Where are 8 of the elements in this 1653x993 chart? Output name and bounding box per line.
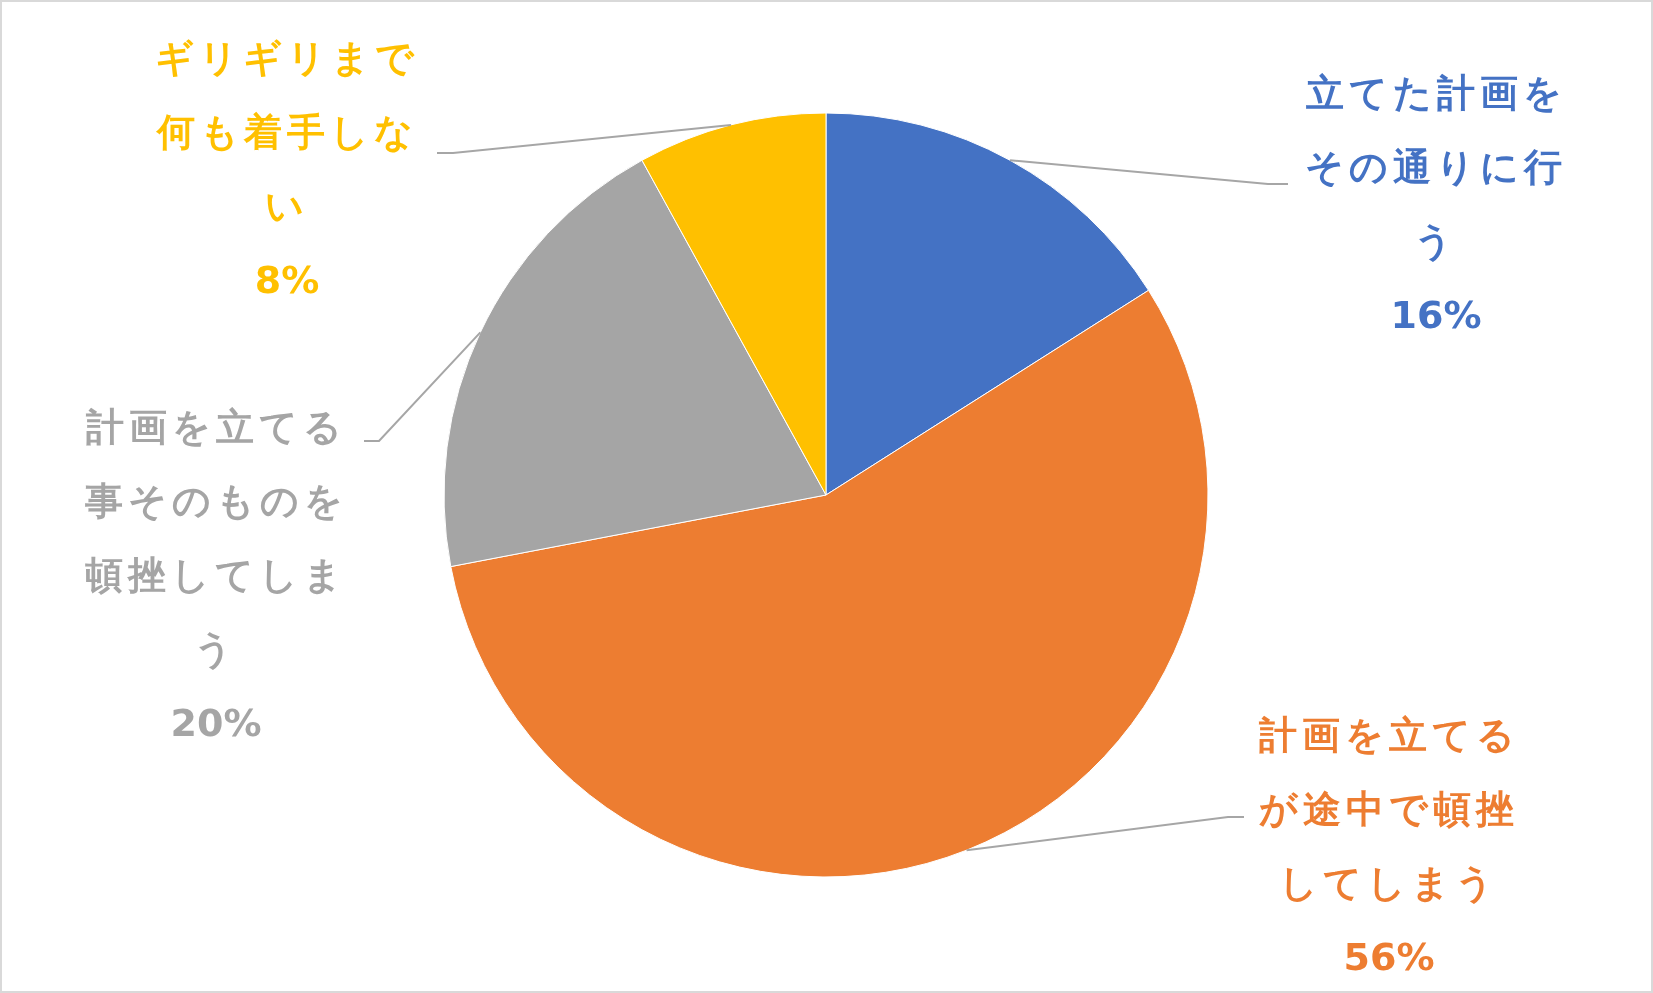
slice-label: 計画を立てるが途中で頓挫してしまう — [1257, 713, 1520, 905]
slice-label: 立てた計画をその通りに行う — [1305, 71, 1567, 263]
slice-label: 計画を立てる事そのものを頓挫してしまう — [83, 405, 348, 671]
data-label: 20% — [170, 701, 262, 745]
slice-label: ギリギリまで何も着手しない — [154, 36, 419, 228]
data-label: 16% — [1390, 293, 1482, 337]
data-label: 8% — [254, 258, 320, 302]
data-label: 56% — [1343, 935, 1435, 979]
